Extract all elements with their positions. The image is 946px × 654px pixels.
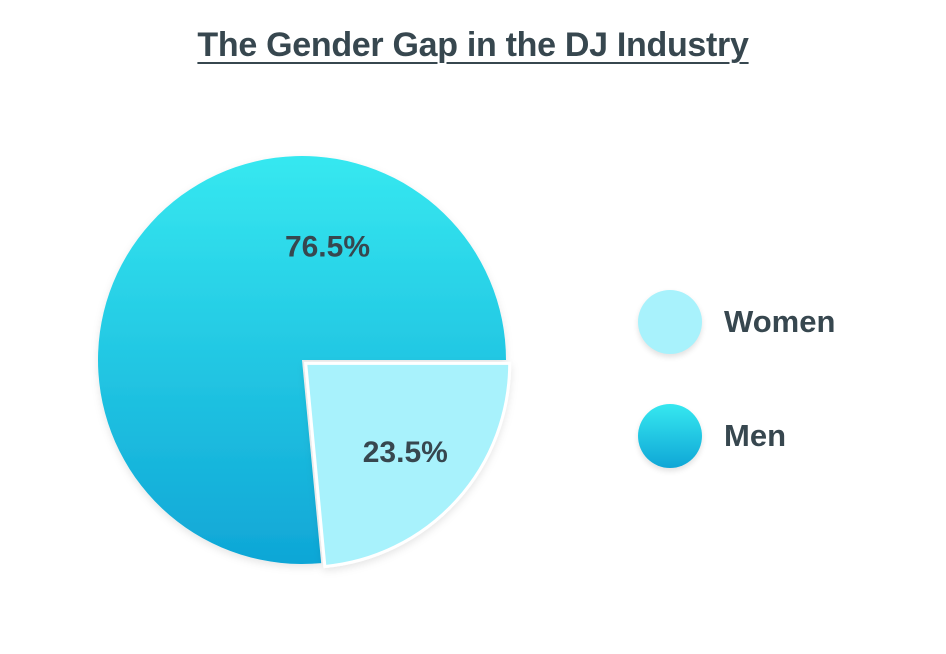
legend-label-men: Men [724,418,786,453]
chart-title: The Gender Gap in the DJ Industry [0,26,946,65]
legend-item-women: Women [638,290,835,354]
legend-swatch-women [638,290,702,354]
legend-swatch-men [638,404,702,468]
legend-label-women: Women [724,304,836,339]
pie-slice-men [98,156,507,565]
legend: Women Men [638,290,835,518]
pie-slice-women [304,361,512,569]
chart-title-text: The Gender Gap in the DJ Industry [197,26,749,64]
legend-item-men: Men [638,404,835,468]
slice-label-women: 23.5% [363,436,448,469]
slice-label-men: 76.5% [285,231,370,264]
